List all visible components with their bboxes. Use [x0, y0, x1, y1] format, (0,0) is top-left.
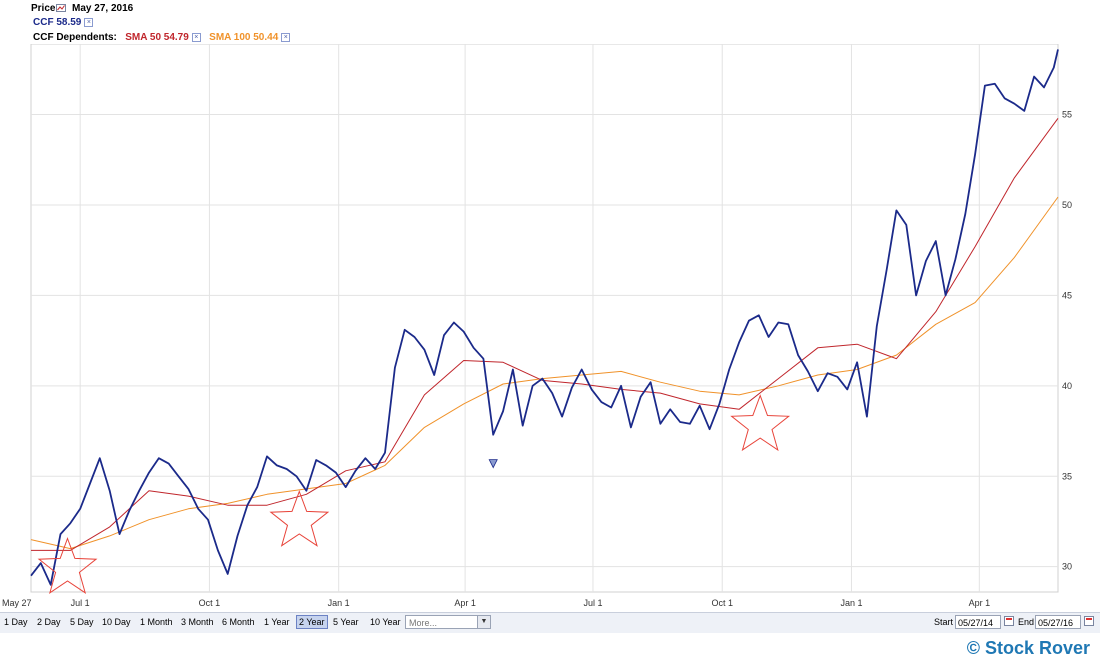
x-tick-label: Jan 1 — [840, 598, 862, 608]
y-tick-label: 35 — [1062, 471, 1072, 481]
chart-type-icon[interactable] — [56, 4, 67, 13]
chart-series — [30, 49, 1059, 586]
remove-sma100-icon[interactable]: × — [281, 32, 291, 42]
x-tick-label: Jul 1 — [71, 598, 90, 608]
ticker-label: CCF 58.59 — [33, 17, 82, 28]
plot-border — [30, 44, 1059, 593]
sma100-label: SMA 100 50.44 — [209, 32, 279, 43]
range-button-5-day[interactable]: 5 Day — [70, 617, 94, 627]
down-arrow-marker — [488, 459, 498, 469]
range-button-3-month[interactable]: 3 Month — [181, 617, 214, 627]
y-tick-label: 30 — [1062, 562, 1072, 572]
more-ranges-placeholder: More... — [409, 618, 438, 628]
chart-header: Price May 27, 2016 CCF 58.59 × CCF Depend… — [0, 0, 1100, 44]
start-calendar-icon[interactable] — [1004, 616, 1014, 626]
remove-sma50-icon[interactable]: × — [191, 32, 201, 42]
x-tick-label: Apr 1 — [454, 598, 476, 608]
sma50-label: SMA 50 54.79 — [125, 32, 189, 43]
sma50-line — [31, 118, 1059, 551]
x-tick-label: Apr 1 — [969, 598, 991, 608]
range-button-1-year[interactable]: 1 Year — [264, 617, 290, 627]
dependents-label: CCF Dependents: — [33, 32, 117, 43]
range-button-1-day[interactable]: 1 Day — [4, 617, 28, 627]
brand-watermark: © Stock Rover — [966, 638, 1090, 658]
chart-grid — [30, 44, 1059, 593]
x-axis-ticks: May 27 Jul 1 Oct 1 Jan 1 Apr 1 Jul 1 Oct 1 Jan … — [2, 598, 990, 608]
y-tick-label: 40 — [1062, 381, 1072, 391]
x-tick-label: Jul 1 — [583, 598, 602, 608]
price-row: Price May 27, 2016 — [31, 3, 133, 15]
chart-annotations — [37, 394, 791, 594]
start-date-input[interactable]: 05/27/14 — [955, 615, 1001, 629]
star-annotation — [730, 394, 791, 452]
x-tick-label: Jan 1 — [328, 598, 350, 608]
y-axis-ticks: 30 35 40 45 50 55 — [1062, 110, 1072, 572]
x-tick-label: May 27 — [2, 598, 32, 608]
dependents-row: CCF Dependents: SMA 50 54.79 × SMA 100 50… — [33, 32, 291, 44]
range-button-1-month[interactable]: 1 Month — [140, 617, 173, 627]
star-annotation — [269, 490, 330, 547]
y-tick-label: 50 — [1062, 200, 1072, 210]
range-toolbar: 1 Day 2 Day 5 Day 10 Day 1 Month 3 Month 6 Mon… — [0, 612, 1100, 633]
chevron-down-icon[interactable]: ▼ — [477, 616, 490, 628]
y-tick-label: 45 — [1062, 290, 1072, 300]
ticker-row: CCF 58.59 × — [33, 17, 94, 29]
range-button-2-day[interactable]: 2 Day — [37, 617, 61, 627]
range-button-2-year[interactable]: 2 Year — [296, 615, 328, 629]
y-tick-label: 55 — [1062, 110, 1072, 120]
end-calendar-icon[interactable] — [1084, 616, 1094, 626]
range-button-5-year[interactable]: 5 Year — [333, 617, 359, 627]
price-date: May 27, 2016 — [72, 3, 134, 14]
ccf-price-line — [30, 49, 1059, 586]
range-button-10-year[interactable]: 10 Year — [370, 617, 401, 627]
range-button-6-month[interactable]: 6 Month — [222, 617, 255, 627]
range-button-10-day[interactable]: 10 Day — [102, 617, 131, 627]
end-label: End — [1018, 617, 1035, 627]
end-date-input[interactable]: 05/27/16 — [1035, 615, 1081, 629]
x-tick-label: Oct 1 — [199, 598, 221, 608]
x-tick-label: Oct 1 — [711, 598, 733, 608]
remove-ticker-icon[interactable]: × — [84, 17, 94, 27]
more-ranges-select[interactable]: More... ▼ — [405, 615, 491, 629]
start-label: Start — [934, 617, 954, 627]
price-chart[interactable]: 30 35 40 45 50 55 May 27 Jul 1 Oct 1 Jan 1 Apr 1 J… — [0, 44, 1100, 612]
price-label: Price — [31, 3, 56, 14]
star-annotation — [37, 537, 98, 594]
